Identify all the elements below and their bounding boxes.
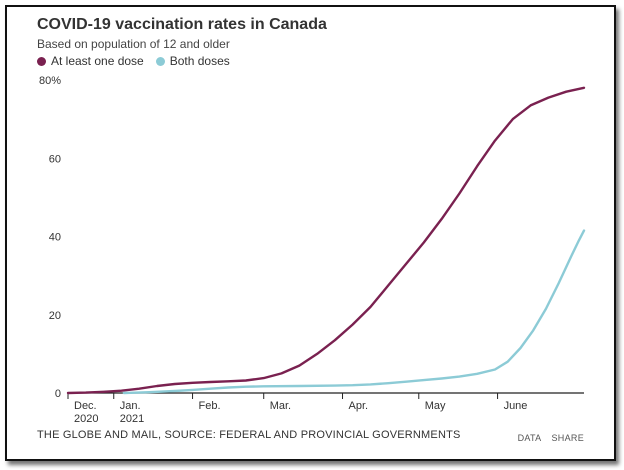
- x-tick-label: Jan.: [120, 400, 141, 412]
- legend-item-first-dose[interactable]: At least one dose: [37, 54, 144, 68]
- chart-legend: At least one dose Both doses: [37, 54, 230, 68]
- chart-actions: DATA SHARE: [518, 433, 584, 443]
- x-tick-label: May: [425, 400, 446, 412]
- x-tick-label-year: 2021: [120, 413, 144, 425]
- x-tick-label: Mar.: [270, 400, 291, 412]
- legend-dot-both-doses: [155, 56, 165, 66]
- y-tick-label: 80%: [39, 75, 61, 87]
- series-line-both-doses: [122, 229, 586, 395]
- x-tick-label: Feb.: [199, 400, 221, 412]
- chart-title: COVID-19 vaccination rates in Canada: [37, 16, 327, 33]
- chart-subtitle: Based on population of 12 and older: [37, 37, 230, 51]
- series-line-first-dose: [66, 86, 586, 395]
- x-tick-label: Dec.: [74, 400, 97, 412]
- legend-label-first-dose: At least one dose: [51, 54, 144, 68]
- data-link[interactable]: DATA: [517, 433, 542, 443]
- legend-label-both-doses: Both doses: [169, 54, 230, 68]
- share-link[interactable]: SHARE: [551, 433, 584, 443]
- legend-dot-first-dose: [37, 56, 46, 66]
- y-tick-label: 0: [55, 388, 61, 400]
- x-tick-label-year: 2020: [74, 413, 98, 425]
- legend-item-both-doses[interactable]: Both doses: [155, 54, 230, 68]
- y-tick-label: 20: [49, 310, 61, 322]
- y-tick-label: 60: [49, 153, 61, 165]
- x-tick-label: June: [504, 400, 528, 412]
- x-tick-label: Apr.: [349, 400, 369, 412]
- source-note: THE GLOBE AND MAIL, SOURCE: FEDERAL AND …: [37, 429, 461, 441]
- y-tick-label: 40: [49, 232, 61, 244]
